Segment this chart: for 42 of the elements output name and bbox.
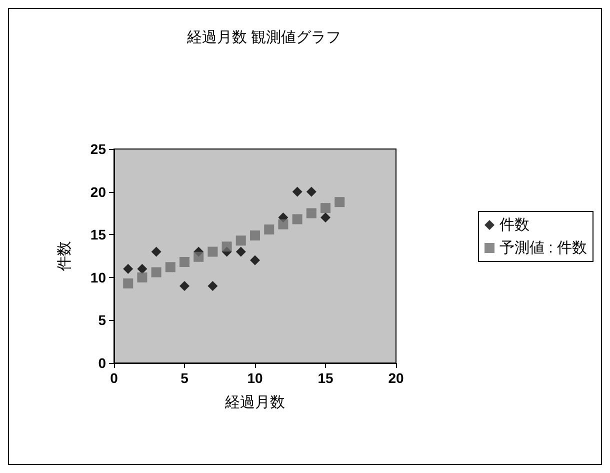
x-tick-label: 10 [247, 370, 263, 386]
point [292, 214, 302, 224]
point [278, 219, 288, 230]
chart-title: 経過月数 観測値グラフ [186, 29, 342, 46]
point [334, 197, 345, 208]
point [123, 278, 134, 288]
x-tick-label: 5 [180, 370, 189, 386]
point [123, 264, 134, 274]
point [292, 186, 302, 197]
y-tick-label: 15 [90, 226, 106, 243]
point [250, 255, 260, 266]
point [250, 230, 260, 240]
point [236, 236, 246, 246]
point [222, 242, 232, 252]
y-tick-label: 20 [90, 184, 106, 200]
point [320, 203, 330, 214]
x-tick-label: 15 [318, 370, 334, 386]
point [208, 246, 218, 257]
y-axis-title: 件数 [56, 241, 73, 271]
y-tick-label: 0 [98, 355, 106, 371]
point [306, 186, 316, 197]
point [306, 208, 316, 218]
point [320, 212, 330, 222]
point [137, 264, 148, 274]
x-axis-title: 経過月数 [224, 394, 285, 411]
point [180, 256, 190, 267]
point [137, 272, 148, 282]
y-tick-label: 25 [90, 141, 106, 157]
point [180, 280, 190, 291]
x-tick-label: 0 [110, 370, 118, 386]
x-tick-label: 20 [388, 370, 404, 386]
y-tick-label: 5 [98, 312, 106, 328]
point [194, 252, 204, 262]
point [264, 224, 274, 234]
point [151, 267, 162, 278]
point [151, 246, 162, 257]
point [165, 262, 176, 272]
point [208, 280, 218, 291]
point [236, 246, 246, 257]
legend-label: 予測値 : 件数 [500, 240, 588, 256]
y-tick-label: 10 [90, 269, 106, 286]
legend-label: 件数 [500, 216, 530, 234]
